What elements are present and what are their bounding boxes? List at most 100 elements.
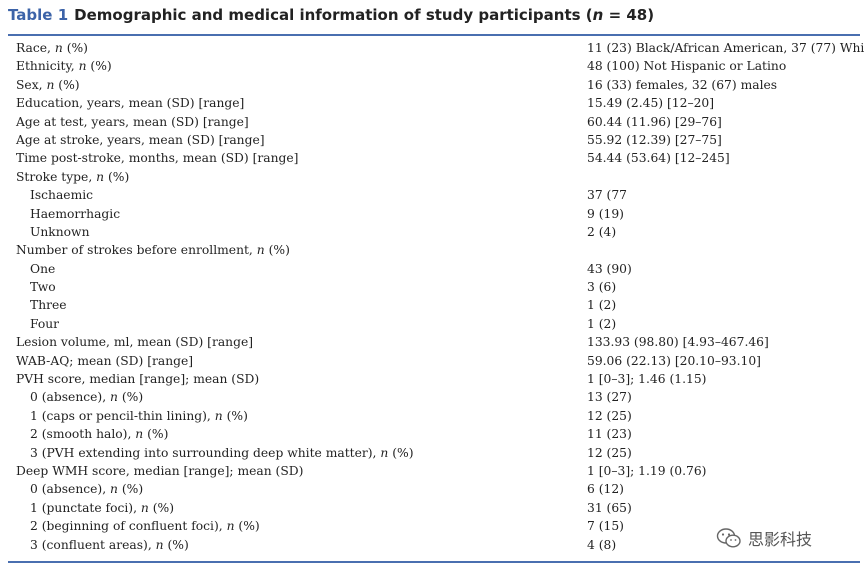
row-label-n: n: [135, 427, 144, 442]
row-label-n: n: [96, 169, 105, 184]
table-row: 2 (beginning of confluent foci), n (%) 7 …: [8, 517, 860, 535]
row-label-suffix: (%): [388, 445, 414, 460]
row-value: 7 (15): [587, 519, 624, 534]
table-row: Unknown 2 (4): [8, 223, 860, 241]
table-row: WAB-AQ; mean (SD) [range] 59.06 (22.13) […: [8, 352, 860, 370]
table-row: 3 (PVH extending into surrounding deep w…: [8, 444, 860, 462]
row-label-n: n: [256, 243, 265, 258]
row-label-text: Four: [30, 316, 60, 331]
table-row: 2 (smooth halo), n (%) 11 (23): [8, 425, 860, 443]
row-label: Unknown: [30, 223, 90, 241]
row-label-suffix: (%): [163, 537, 189, 552]
row-value: 37 (77: [587, 188, 628, 203]
row-label: 1 (punctate foci), n (%): [30, 499, 174, 517]
table-top-rule: [8, 34, 860, 36]
table-row: 0 (absence), n (%) 13 (27): [8, 388, 860, 406]
row-value: 55.92 (12.39) [27–75]: [587, 132, 722, 147]
table-row: Lesion volume, ml, mean (SD) [range] 133.…: [8, 333, 860, 351]
row-label-suffix: (%): [54, 77, 80, 92]
row-label-text: WAB-AQ; mean (SD) [range]: [16, 353, 194, 368]
row-value: 31 (65): [587, 500, 632, 515]
table-row: 0 (absence), n (%) 6 (12): [8, 480, 860, 498]
row-label: Stroke type, n (%): [16, 168, 129, 186]
row-label-n: n: [140, 500, 149, 515]
table-caption: Table 1 Demographic and medical informati…: [8, 6, 654, 24]
row-label: Haemorrhagic: [30, 205, 120, 223]
table-row: Number of strokes before enrollment, n (…: [8, 241, 860, 259]
row-label-n: n: [155, 537, 164, 552]
row-label-suffix: (%): [264, 243, 290, 258]
row-label-text: Ischaemic: [30, 188, 94, 203]
row-value: 4 (8): [587, 537, 617, 552]
row-label: One: [30, 260, 55, 278]
table-row: Four 1 (2): [8, 315, 860, 333]
table-row: PVH score, median [range]; mean (SD) 1 [0…: [8, 370, 860, 388]
row-label: 0 (absence), n (%): [30, 480, 143, 498]
row-label: Number of strokes before enrollment, n (…: [16, 241, 290, 259]
row-label-suffix: (%): [86, 59, 112, 74]
row-label-suffix: (%): [62, 41, 88, 55]
row-value: 3 (6): [587, 280, 617, 295]
table-title-suffix: = 48): [603, 6, 655, 24]
row-label-n: n: [46, 77, 55, 92]
row-label-text: 2 (smooth halo),: [30, 427, 136, 442]
row-label-suffix: (%): [143, 427, 169, 442]
row-label-text: 2 (beginning of confluent foci),: [30, 519, 227, 534]
row-label-text: Lesion volume, ml, mean (SD) [range]: [16, 335, 254, 350]
row-label: Ethnicity, n (%): [16, 57, 112, 75]
row-label: WAB-AQ; mean (SD) [range]: [16, 352, 193, 370]
row-value: 6 (12): [587, 482, 624, 497]
row-label-text: Age at test, years, mean (SD) [range]: [16, 114, 249, 129]
table-row: 1 (punctate foci), n (%) 31 (65): [8, 499, 860, 517]
row-label: Deep WMH score, median [range]; mean (SD…: [16, 462, 303, 480]
row-value: 1 (2): [587, 298, 617, 313]
row-label: Time post-stroke, months, mean (SD) [ran…: [16, 149, 298, 167]
row-value: 16 (33) females, 32 (67) males: [587, 77, 778, 92]
row-label-n: n: [226, 519, 235, 534]
row-value: 1 [0–3]; 1.46 (1.15): [587, 372, 707, 387]
row-label-text: Age at stroke, years, mean (SD) [range]: [16, 132, 265, 147]
row-label-text: Three: [30, 298, 67, 313]
table-bottom-rule: [8, 561, 860, 563]
table-row: One 43 (90): [8, 260, 860, 278]
row-label: 2 (smooth halo), n (%): [30, 425, 168, 443]
row-label-text: Race,: [16, 41, 55, 55]
row-value: 9 (19): [587, 206, 624, 221]
row-label: Age at stroke, years, mean (SD) [range]: [16, 131, 265, 149]
row-value: 48 (100) Not Hispanic or Latino: [587, 59, 787, 74]
row-label-text: Number of strokes before enrollment,: [16, 243, 257, 258]
row-value: 1 (2): [587, 316, 617, 331]
row-label-text: 3 (confluent areas),: [30, 537, 156, 552]
row-value: 43 (90): [587, 261, 632, 276]
row-label: 1 (caps or pencil-thin lining), n (%): [30, 407, 248, 425]
row-label: Race, n (%): [16, 39, 88, 57]
table-row: Race, n (%) 11 (23) Black/African America…: [8, 39, 864, 57]
row-label-text: Sex,: [16, 77, 47, 92]
row-value: 13 (27): [587, 390, 632, 405]
row-label: Lesion volume, ml, mean (SD) [range]: [16, 333, 253, 351]
table-row: Time post-stroke, months, mean (SD) [ran…: [8, 149, 860, 167]
table-row: Deep WMH score, median [range]; mean (SD…: [8, 462, 860, 480]
row-value: 54.44 (53.64) [12–245]: [587, 151, 730, 166]
row-label-text: Ethnicity,: [16, 59, 79, 74]
row-value: 133.93 (98.80) [4.93–467.46]: [587, 335, 769, 350]
table-row: 3 (confluent areas), n (%) 4 (8): [8, 536, 860, 554]
row-label-n: n: [110, 482, 118, 497]
row-label: Age at test, years, mean (SD) [range]: [16, 113, 249, 131]
row-label: 0 (absence), n (%): [30, 388, 143, 406]
row-label-n: n: [110, 390, 118, 405]
row-label-text: Haemorrhagic: [30, 206, 121, 221]
row-value: 11 (23) Black/African American, 37 (77) …: [587, 41, 864, 55]
row-label-text: One: [30, 261, 56, 276]
row-label-text: 1 (caps or pencil-thin lining),: [30, 408, 215, 423]
row-label-text: PVH score, median [range]; mean (SD): [16, 372, 260, 387]
row-label-suffix: (%): [117, 482, 144, 497]
table-row: Sex, n (%) 16 (33) females, 32 (67) males: [8, 76, 860, 94]
table-row: 1 (caps or pencil-thin lining), n (%) 12 …: [8, 407, 860, 425]
row-value: 60.44 (11.96) [29–76]: [587, 114, 722, 129]
row-label-text: 0 (absence),: [30, 482, 111, 497]
row-label-n: n: [54, 41, 63, 55]
table-row: Three 1 (2): [8, 296, 860, 314]
row-label-text: Time post-stroke, months, mean (SD) [ran…: [16, 151, 299, 166]
row-label: PVH score, median [range]; mean (SD): [16, 370, 259, 388]
